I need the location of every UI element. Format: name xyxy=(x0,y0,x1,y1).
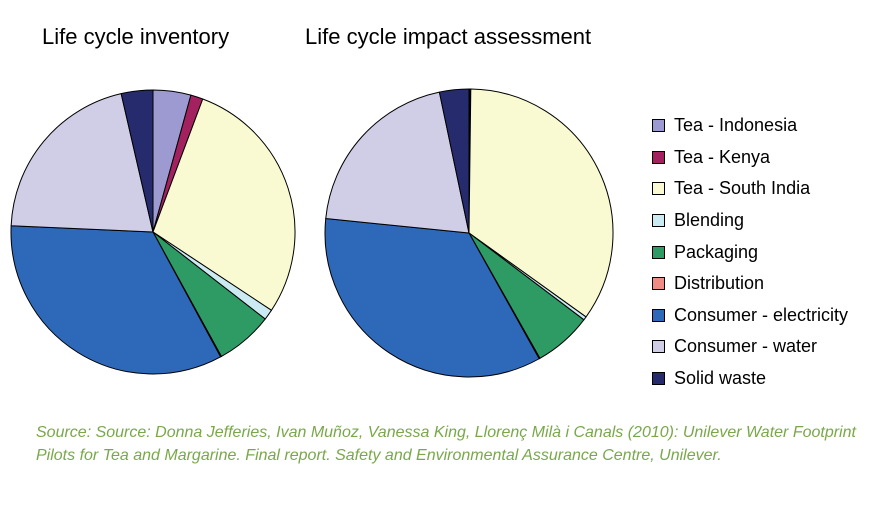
legend-swatch-tea-indonesia xyxy=(652,119,665,133)
pie-slice-consumer-water xyxy=(10,93,154,233)
pie-slice-solid-waste xyxy=(120,89,154,233)
legend-item-consumer-electricity: Consumer - electricity xyxy=(652,300,848,332)
legend-label-tea-kenya: Tea - Kenya xyxy=(674,146,771,167)
legend-label-solid-waste: Solid waste xyxy=(674,368,767,389)
legend-label-tea-indonesia: Tea - Indonesia xyxy=(674,115,798,136)
legend-label-consumer-water: Consumer - water xyxy=(674,336,818,357)
legend-swatch-distribution xyxy=(652,277,665,291)
pie-slice-consumer-water xyxy=(325,91,470,234)
legend-swatch-packaging xyxy=(652,245,665,259)
pie-slice-solid-waste xyxy=(438,88,470,234)
legend-item-consumer-water: Consumer - water xyxy=(652,331,848,363)
source-citation: Source: Source: Donna Jefferies, Ivan Mu… xyxy=(36,424,856,464)
legend-swatch-solid-waste xyxy=(652,372,665,386)
chart-title-impact-assessment: Life cycle impact assessment xyxy=(305,24,592,49)
legend-label-packaging: Packaging xyxy=(674,241,759,262)
legend-swatch-tea-south-india xyxy=(652,182,665,196)
legend-item-packaging: Packaging xyxy=(652,236,848,268)
legend-label-blending: Blending xyxy=(674,210,745,231)
legend-label-consumer-electricity: Consumer - electricity xyxy=(674,304,849,325)
legend-swatch-consumer-electricity xyxy=(652,308,665,322)
pie-slice-tea-south-india xyxy=(152,98,296,311)
legend-item-tea-kenya: Tea - Kenya xyxy=(652,142,848,174)
legend-label-distribution: Distribution xyxy=(674,273,765,294)
legend-label-tea-south-india: Tea - South India xyxy=(674,178,811,199)
legend-swatch-consumer-water xyxy=(652,340,665,354)
legend-item-solid-waste: Solid waste xyxy=(652,363,848,395)
pie-chart-impact-assessment xyxy=(324,88,614,378)
legend-item-blending: Blending xyxy=(652,205,848,237)
legend-item-tea-indonesia: Tea - Indonesia xyxy=(652,110,848,142)
legend: Tea - Indonesia Tea - Kenya Tea - South … xyxy=(652,110,848,394)
legend-swatch-blending xyxy=(652,214,665,228)
pie-slice-consumer-electricity xyxy=(324,218,540,378)
legend-swatch-tea-kenya xyxy=(652,150,665,164)
pie-chart-inventory xyxy=(10,89,296,375)
legend-item-distribution: Distribution xyxy=(652,268,848,300)
pie-slice-consumer-electricity xyxy=(10,225,222,375)
legend-item-tea-south-india: Tea - South India xyxy=(652,173,848,205)
chart-title-inventory: Life cycle inventory xyxy=(42,24,230,49)
pie-slice-tea-south-india xyxy=(468,88,614,318)
